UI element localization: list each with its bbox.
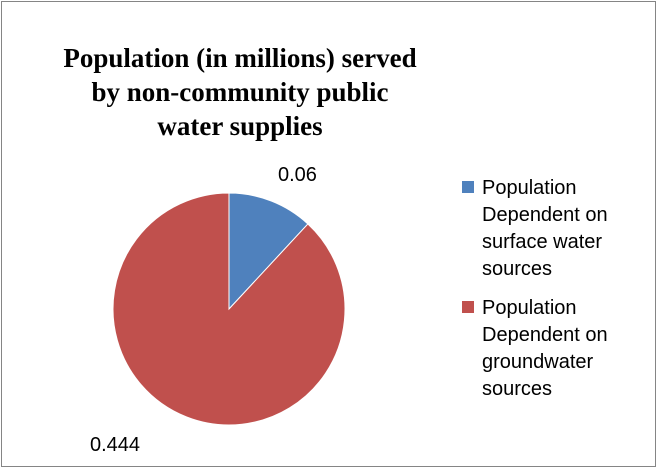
legend-item-surface-water: Population Dependent on surface water so… bbox=[462, 175, 652, 283]
legend-swatch-groundwater bbox=[462, 301, 474, 313]
legend-item-groundwater: Population Dependent on groundwater sour… bbox=[462, 295, 652, 403]
legend-label-groundwater: Population Dependent on groundwater sour… bbox=[482, 297, 608, 400]
pie-slice-groundwater bbox=[112, 192, 346, 426]
legend: Population Dependent on surface water so… bbox=[462, 175, 652, 415]
legend-swatch-surface-water bbox=[462, 181, 474, 193]
legend-label-surface-water: Population Dependent on surface water so… bbox=[482, 177, 608, 280]
chart-title: Population (in millions) served by non-c… bbox=[63, 43, 417, 141]
data-label-groundwater: 0.444 bbox=[90, 434, 141, 456]
pie-slice-surface-water bbox=[228, 192, 309, 311]
data-label-surface-water: 0.06 bbox=[278, 164, 317, 186]
